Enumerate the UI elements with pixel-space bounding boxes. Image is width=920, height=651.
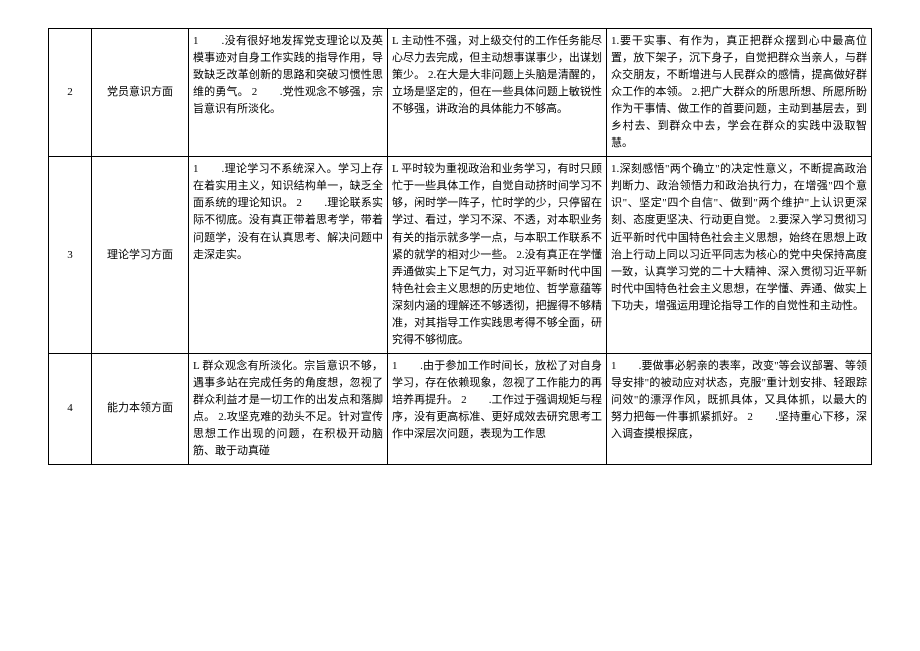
cell-category: 理论学习方面	[92, 157, 189, 354]
cell-col4: L 平时较为重视政治和业务学习，有时只顾忙于一些具体工作，自觉自动挤时间学习不够…	[388, 157, 607, 354]
cell-col3: 1 .没有很好地发挥党支理论以及英模事迹对自身工作实践的指导作用，导致缺乏改革创…	[189, 29, 388, 157]
table-row: 4 能力本领方面 L 群众观念有所淡化。宗旨意识不够，遇事多站在完成任务的角度想…	[49, 353, 872, 464]
cell-col4: 1 .由于参加工作时间长，放松了对自身学习，存在依赖现象，忽视了工作能力的再培养…	[388, 353, 607, 464]
cell-category: 能力本领方面	[92, 353, 189, 464]
table-clip-area: 2 党员意识方面 1 .没有很好地发挥党支理论以及英模事迹对自身工作实践的指导作…	[48, 28, 872, 623]
table-row: 2 党员意识方面 1 .没有很好地发挥党支理论以及英模事迹对自身工作实践的指导作…	[49, 29, 872, 157]
cell-row-number: 2	[49, 29, 92, 157]
table-row: 3 理论学习方面 1 .理论学习不系统深入。学习上存在着实用主义，知识结构单一，…	[49, 157, 872, 354]
cell-col3: 1 .理论学习不系统深入。学习上存在着实用主义，知识结构单一，缺乏全面系统的理论…	[189, 157, 388, 354]
cell-col5: 1 .要做事必躬亲的表率，改变"等会议部署、等领导安排"的被动应对状态，克服"重…	[607, 353, 872, 464]
cell-category: 党员意识方面	[92, 29, 189, 157]
content-table: 2 党员意识方面 1 .没有很好地发挥党支理论以及英模事迹对自身工作实践的指导作…	[48, 28, 872, 465]
cell-col4: L 主动性不强，对上级交付的工作任务能尽心尽力去完成，但主动想事谋事少，出谋划策…	[388, 29, 607, 157]
cell-row-number: 4	[49, 353, 92, 464]
cell-row-number: 3	[49, 157, 92, 354]
document-page: 2 党员意识方面 1 .没有很好地发挥党支理论以及英模事迹对自身工作实践的指导作…	[0, 0, 920, 651]
cell-col3: L 群众观念有所淡化。宗旨意识不够，遇事多站在完成任务的角度想，忽视了群众利益才…	[189, 353, 388, 464]
cell-col5: 1.深刻感悟"两个确立"的决定性意义，不断提高政治判断力、政治领悟力和政治执行力…	[607, 157, 872, 354]
cell-col5: 1.要干实事、有作为，真正把群众摆到心中最高位置，放下架子，沉下身子，自觉把群众…	[607, 29, 872, 157]
